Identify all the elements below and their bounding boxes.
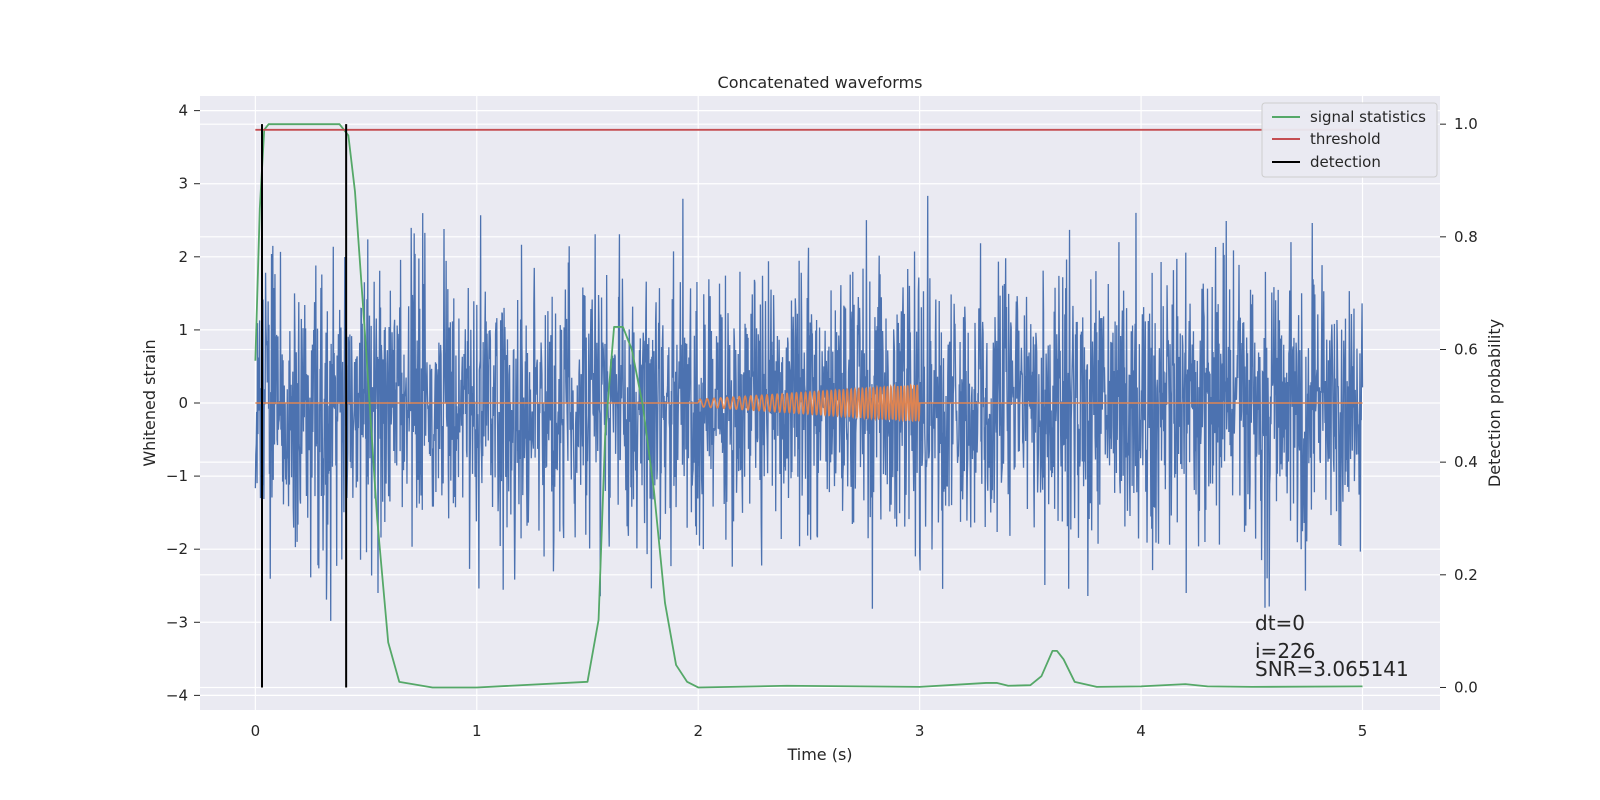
- legend: signal statistics threshold detection: [1261, 102, 1438, 178]
- y2-tick-label: 0.4: [1454, 453, 1478, 471]
- legend-label-signal-statistics: signal statistics: [1310, 108, 1426, 126]
- statistic-layer: [254, 123, 1363, 689]
- y2-tick-label: 0.0: [1454, 678, 1478, 696]
- chart-title: Concatenated waveforms: [718, 73, 923, 92]
- y-tick-label: 0: [178, 394, 188, 412]
- x-tick-label: 3: [915, 722, 925, 740]
- y-tick-label: −1: [166, 467, 188, 485]
- template-layer: [255, 383, 1363, 423]
- y-tick-label: 3: [178, 175, 188, 193]
- x-tick-label: 2: [693, 722, 703, 740]
- template-series-line: [255, 383, 1363, 423]
- y-axis-label: Whitened strain: [140, 339, 159, 466]
- x-tick-label: 0: [251, 722, 261, 740]
- x-axis-label: Time (s): [786, 745, 852, 764]
- legend-label-detection: detection: [1310, 153, 1381, 171]
- y2-axis-label: Detection probability: [1485, 319, 1504, 487]
- strain-series-line: [254, 195, 1364, 621]
- x-tick-label: 5: [1358, 722, 1368, 740]
- legend-label-threshold: threshold: [1310, 130, 1381, 148]
- annotation-snr: SNR=3.065141: [1255, 657, 1409, 681]
- annotation-dt: dt=0: [1255, 611, 1305, 635]
- x-tick-label: 1: [472, 722, 482, 740]
- annotation-index: i=226: [1255, 639, 1316, 663]
- ticks-layer: 0 1 2 3 4 5 −4 −3 −2 −1 0 1 2 3 4 0.0 0.2 0.4 0.6 0.8 1.0: [166, 102, 1478, 740]
- y-tick-label: −2: [166, 540, 188, 558]
- strain-layer: [254, 195, 1364, 621]
- y2-tick-label: 0.8: [1454, 228, 1478, 246]
- y-tick-label: 1: [178, 321, 188, 339]
- legend-box: [1261, 102, 1438, 178]
- y2-tick-label: 1.0: [1454, 115, 1478, 133]
- y-tick-label: −4: [166, 686, 188, 704]
- y-tick-label: −3: [166, 613, 188, 631]
- y2-tick-label: 0.6: [1454, 340, 1478, 358]
- detection-layer: [261, 124, 348, 688]
- signal-statistics-line: [254, 123, 1363, 689]
- y-tick-label: 2: [178, 248, 188, 266]
- x-tick-label: 4: [1136, 722, 1146, 740]
- y2-tick-label: 0.2: [1454, 566, 1478, 584]
- y-tick-label: 4: [178, 102, 188, 120]
